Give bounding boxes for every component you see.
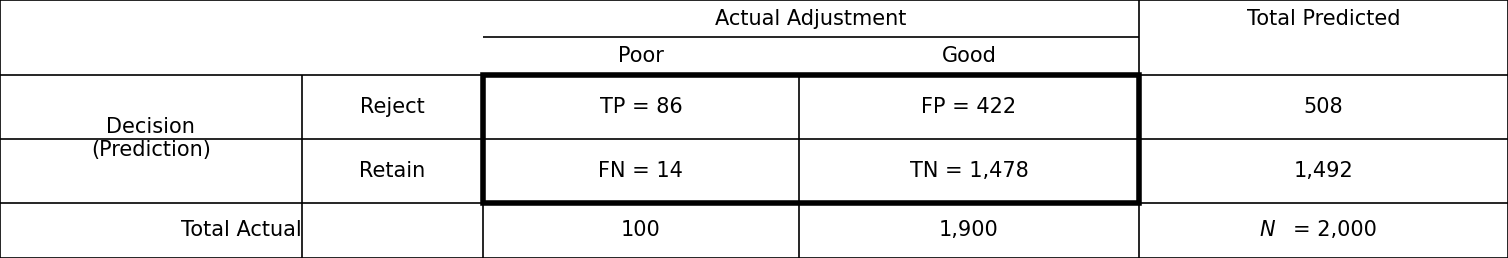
Text: N: N: [1259, 220, 1276, 240]
Text: Poor: Poor: [618, 46, 664, 66]
Text: 100: 100: [621, 220, 661, 240]
Text: 508: 508: [1303, 97, 1344, 117]
Text: Actual Adjustment: Actual Adjustment: [715, 9, 906, 29]
Text: Good: Good: [941, 46, 997, 66]
Text: Decision
(Prediction): Decision (Prediction): [90, 117, 211, 160]
Text: Retain: Retain: [359, 161, 425, 181]
Text: 1,492: 1,492: [1294, 161, 1353, 181]
Text: Total Actual: Total Actual: [181, 220, 302, 240]
Text: 1,900: 1,900: [939, 220, 998, 240]
Text: FN = 14: FN = 14: [599, 161, 683, 181]
Bar: [483, 75, 1139, 203]
Text: TN = 1,478: TN = 1,478: [909, 161, 1028, 181]
Text: TP = 86: TP = 86: [600, 97, 682, 117]
Text: Total Predicted: Total Predicted: [1247, 9, 1399, 29]
Text: Reject: Reject: [360, 97, 424, 117]
Text: FP = 422: FP = 422: [921, 97, 1016, 117]
Text: = 2,000: = 2,000: [1292, 220, 1377, 240]
